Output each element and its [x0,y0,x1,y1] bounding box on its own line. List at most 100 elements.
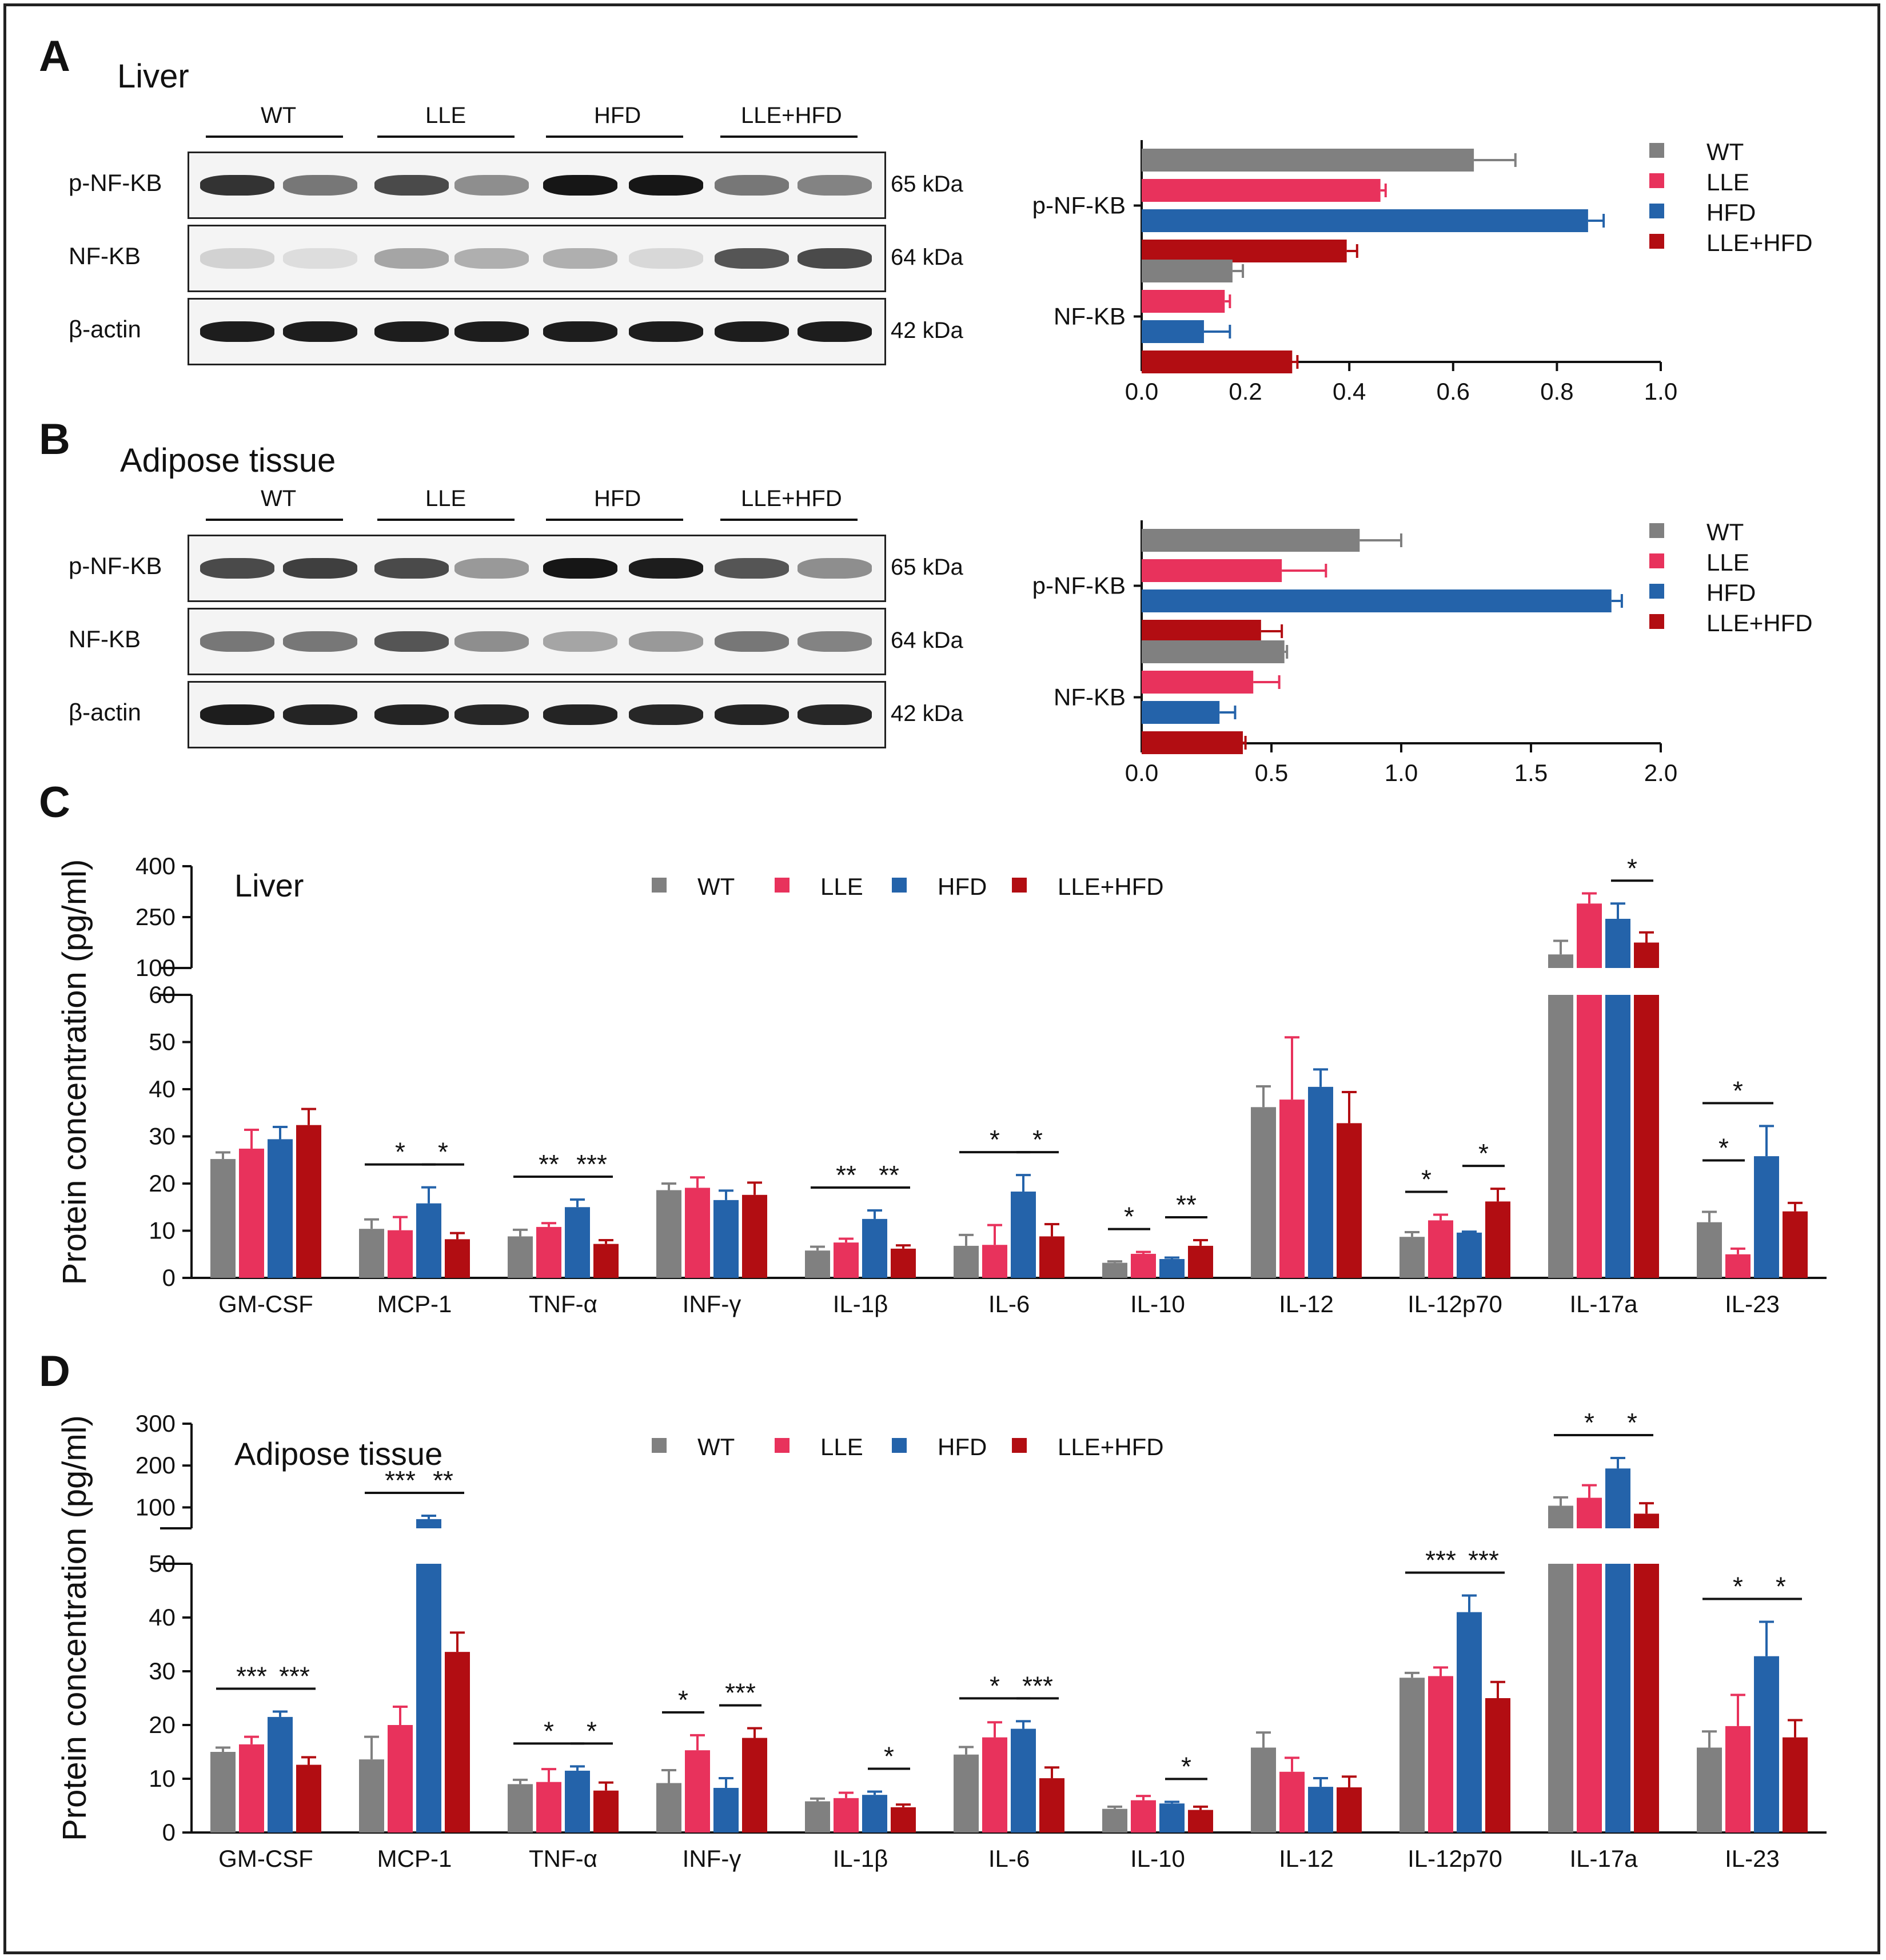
bar [1783,1737,1808,1832]
x-category-label: IL-17a [1569,1290,1638,1317]
x-tick-label: 0.8 [1540,378,1573,405]
bar [1142,149,1474,172]
bar [1399,1237,1425,1278]
bar [1159,1259,1185,1278]
y-tick-label: 20 [149,1711,176,1738]
bar [805,1801,830,1832]
bar [1725,1254,1751,1278]
bar [1142,240,1347,262]
bar-upper-segment [1548,954,1573,968]
blot-band [374,631,449,652]
bar [1308,1787,1333,1832]
blot-band [543,175,617,196]
x-category-label: IL-10 [1130,1845,1185,1872]
legend-label: LLE+HFD [1058,873,1164,900]
y-tick-label: 30 [149,1123,176,1150]
significance-label: *** [1022,1671,1053,1700]
x-category-label: IL-1β [833,1290,888,1317]
y-category-label: p-NF-KB [1032,572,1126,599]
blot-band [200,321,274,342]
chart-title: Liver [234,867,304,903]
bar [296,1125,321,1278]
significance-label: ** [879,1160,899,1190]
blot-row-label: β-actin [69,699,141,726]
bar [268,1139,293,1278]
lane-group-line [377,136,515,138]
bar [1131,1800,1156,1832]
significance-label: * [1733,1075,1743,1105]
bar [239,1744,264,1832]
bar [1697,1222,1722,1278]
blot-band [715,631,789,652]
bar [1142,671,1254,694]
blot-row-label: β-actin [69,316,141,342]
blot-band [283,248,357,269]
bar-lower-segment [1605,995,1630,1278]
bar [1142,209,1588,232]
y-tick-label: 100 [135,954,176,981]
y-tick-label: 50 [149,1550,176,1577]
legend-swatch [1649,614,1664,629]
x-category-label: IL-6 [988,1290,1030,1317]
bar [954,1245,979,1278]
blot-band [200,631,274,652]
y-tick-label: 50 [149,1029,176,1055]
bar [891,1807,916,1832]
x-tick-label: 1.0 [1644,378,1677,405]
legend-label: WT [697,873,735,900]
legend-swatch [892,1438,907,1453]
bar [834,1798,859,1832]
lane-group-label: WT [261,103,297,128]
bar [1142,260,1233,282]
bar [862,1795,887,1832]
bar [954,1754,979,1832]
panel-a-title: Liver [117,58,189,95]
blot-band [374,248,449,269]
blot-row-kda: 65 kDa [891,172,963,197]
bar [1102,1262,1127,1278]
bar-lower-segment [1605,1564,1630,1832]
blot-band [629,704,703,725]
bar [1457,1612,1482,1832]
legend-swatch [892,878,907,893]
x-tick-label: 1.0 [1385,759,1418,786]
significance-label: ** [836,1160,856,1190]
legend-swatch [1649,523,1664,538]
bar [685,1750,710,1832]
bar [742,1194,767,1278]
lane-group-label: LLE+HFD [741,486,842,511]
bar [1142,731,1243,754]
blot-band [543,558,617,579]
blot-band [200,248,274,269]
lane-group-label: LLE [425,486,466,511]
significance-label: *** [576,1149,607,1179]
x-category-label: IL-23 [1725,1845,1780,1872]
bar-upper-segment [1605,1468,1630,1528]
lane-group-label: HFD [594,486,641,511]
bar [713,1200,739,1278]
x-category-label: INF-γ [683,1290,741,1317]
y-category-label: NF-KB [1054,684,1126,711]
y-tick-label: 0 [162,1819,176,1846]
bar [593,1244,619,1278]
blot-band [543,704,617,725]
legend-label: WT [697,1433,735,1460]
significance-label: *** [725,1678,756,1708]
bar [416,1203,441,1278]
bar [1485,1698,1510,1832]
bar [1159,1803,1185,1832]
significance-label: *** [385,1465,416,1495]
blot-band [454,631,529,652]
x-tick-label: 2.0 [1644,759,1677,786]
blot-band [798,631,872,652]
x-tick-label: 0.0 [1125,759,1158,786]
blot-band [715,321,789,342]
panel-letter-a: A [39,32,70,81]
bar [1754,1156,1779,1278]
legend-swatch [775,878,790,893]
x-category-label: IL-10 [1130,1290,1185,1317]
bar [1142,589,1612,612]
chart-title: Adipose tissue [234,1436,442,1472]
significance-label: * [990,1671,1000,1700]
bar [1428,1220,1453,1278]
